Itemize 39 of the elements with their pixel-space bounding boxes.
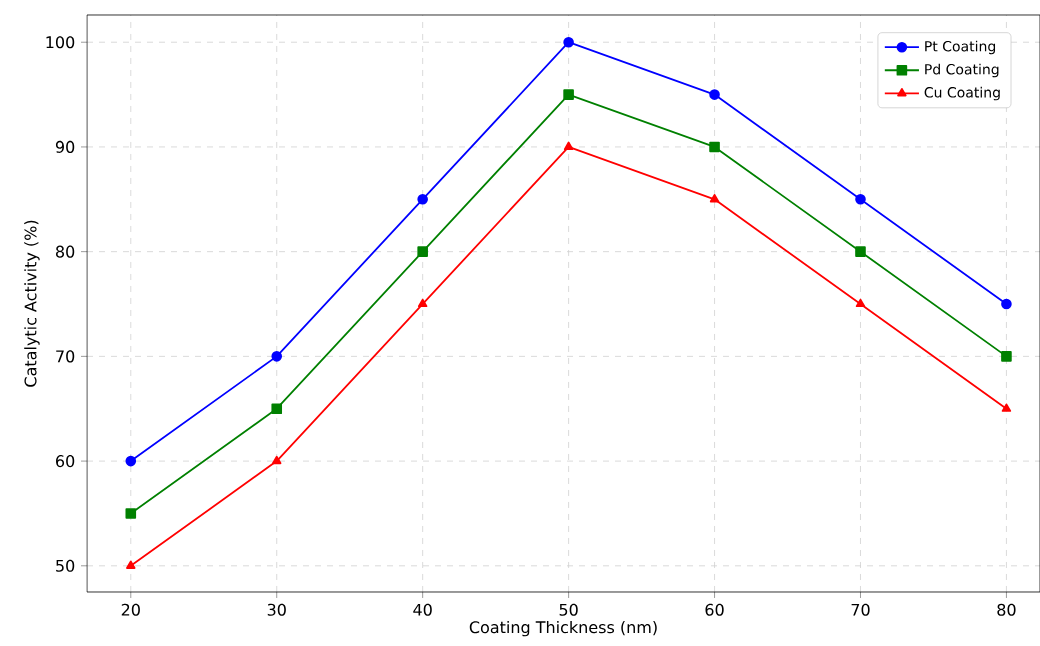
point bbox=[1001, 298, 1012, 310]
point bbox=[272, 455, 282, 465]
point bbox=[271, 403, 283, 415]
point bbox=[709, 141, 720, 153]
y-axis-title: Catalytic Activity (%) bbox=[24, 220, 40, 387]
point bbox=[709, 193, 720, 203]
legend-label: Pd Coating bbox=[925, 63, 999, 78]
point bbox=[855, 298, 866, 308]
y-tick-label: 50 bbox=[56, 559, 75, 572]
point bbox=[1001, 351, 1012, 362]
y-tick-label: 100 bbox=[46, 36, 75, 49]
point bbox=[126, 560, 136, 569]
point bbox=[855, 246, 866, 257]
y-tick-label: 70 bbox=[56, 350, 75, 363]
x-tick-label: 80 bbox=[997, 603, 1016, 616]
legend-label: Pt Coating bbox=[925, 40, 996, 55]
y-tick-label: 90 bbox=[55, 140, 75, 153]
point bbox=[563, 36, 574, 48]
point bbox=[125, 455, 137, 467]
point bbox=[563, 141, 574, 151]
point bbox=[563, 89, 574, 100]
x-tick-label: 40 bbox=[413, 603, 432, 616]
point bbox=[271, 351, 283, 362]
point bbox=[1001, 403, 1012, 412]
legend-label: Cu Coating bbox=[924, 86, 1000, 101]
point bbox=[417, 246, 428, 257]
point bbox=[709, 89, 720, 100]
x-tick-label: 70 bbox=[851, 603, 870, 616]
point bbox=[125, 508, 137, 519]
y-tick-label: 80 bbox=[56, 245, 75, 258]
point bbox=[417, 298, 428, 308]
x-tick-label: 60 bbox=[705, 603, 724, 616]
point bbox=[855, 193, 866, 205]
y-tick-label: 60 bbox=[56, 455, 75, 468]
x-tick-label: 30 bbox=[267, 603, 286, 616]
x-tick-label: 20 bbox=[121, 603, 140, 616]
point bbox=[417, 193, 428, 205]
x-tick-label: 50 bbox=[559, 603, 578, 616]
x-axis-title: Coating Thickness (nm) bbox=[469, 620, 657, 637]
